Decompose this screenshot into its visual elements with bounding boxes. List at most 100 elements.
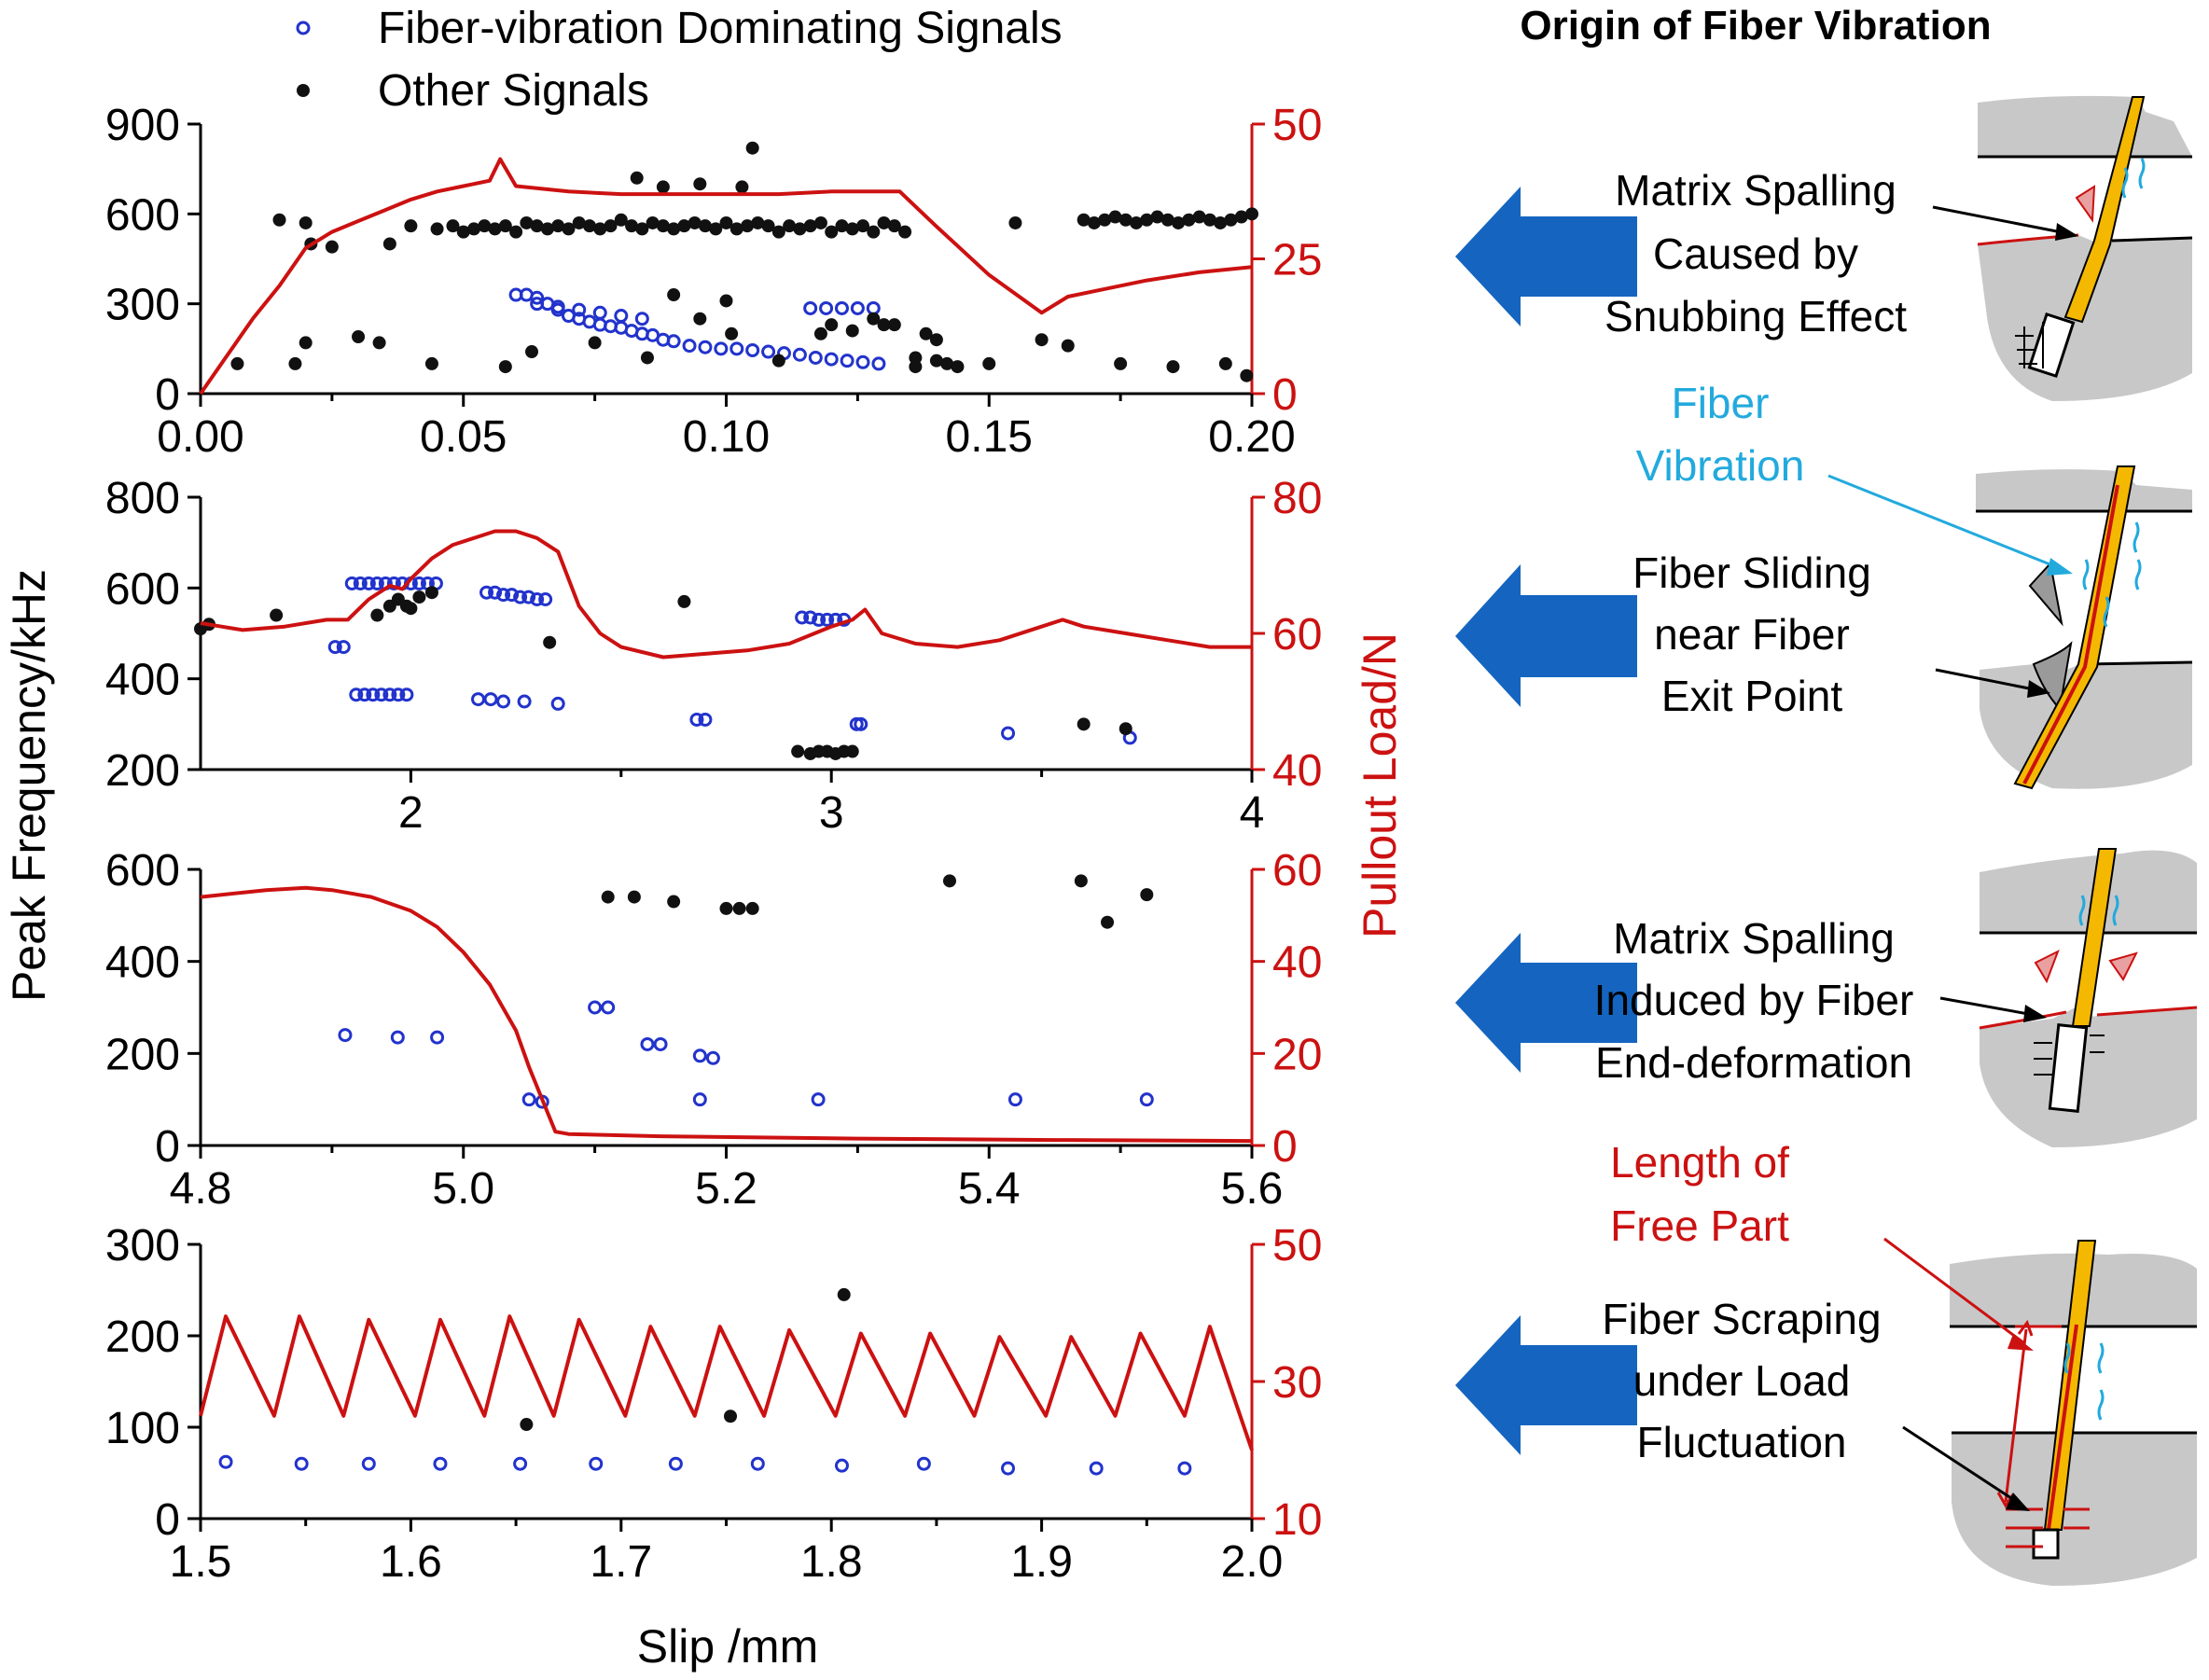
panel4-free-line-1: Length of [1610, 1138, 1789, 1187]
legend-label-other: Other Signals [378, 66, 649, 116]
other-signal-point [724, 1409, 738, 1423]
fiber-vibration-point [433, 1456, 448, 1471]
y2-tick-label: 50 [1272, 101, 1322, 150]
other-signal-point [693, 312, 707, 326]
fiber-vibration-point [653, 1036, 668, 1051]
fiber-vibration-point [517, 694, 532, 709]
other-signal-point [667, 288, 681, 302]
panel1-line-3: Snubbing Effect [1605, 292, 1907, 340]
fiber-vibration-point [349, 687, 364, 702]
y-tick-label: 300 [105, 281, 180, 330]
other-signal-point [540, 222, 554, 236]
other-signal-point [1245, 207, 1258, 221]
fiber-vibration-point [550, 696, 565, 711]
arrow-left-icon [1455, 564, 1637, 707]
fiber-vibration-point [761, 344, 776, 359]
other-signal-point [456, 225, 470, 239]
other-signal-point [509, 225, 523, 239]
other-signal-point [520, 1418, 534, 1432]
y2-tick-label: 60 [1272, 610, 1322, 660]
fiber-vibration-point [750, 1456, 765, 1471]
fiber-vibration-point [386, 576, 401, 590]
other-signal-point [640, 351, 654, 365]
schematic-title: Origin of Fiber Vibration [1520, 3, 1991, 49]
fiber-vibration-point [682, 339, 697, 354]
other-signal-point [562, 222, 576, 236]
other-signal-point [352, 329, 366, 343]
panel4-free-line-2: Free Part [1610, 1201, 1789, 1250]
fiber-vibration-point [849, 716, 864, 731]
panel-c: 0 200 400 600 0 20 40 60 4.8 5.0 5.2 5.4 5.6 [105, 846, 1322, 1214]
other-signal-point [1160, 213, 1174, 227]
other-signal-point [698, 219, 712, 233]
fiber-vibration-point [692, 1092, 707, 1107]
other-signal-point [1202, 213, 1216, 227]
fiber-vibration-point [327, 640, 342, 655]
fiber-vibration-point [530, 290, 545, 305]
fiber-vibration-point [729, 341, 744, 356]
x-tick-label: 5.0 [432, 1164, 494, 1214]
fiber-vibration-point [411, 576, 426, 590]
fiber-vibration-point [803, 610, 818, 625]
schematic-panel-2: Fiber Vibration Fiber Sliding near Fiber… [1455, 379, 2193, 790]
other-signal-point [1140, 888, 1154, 902]
fiber-vibration-point [834, 300, 849, 315]
x-tick-label: 5.6 [1221, 1164, 1284, 1214]
fiber-vibration-point [871, 356, 886, 371]
x-tick-label: 1.5 [170, 1537, 232, 1587]
other-signal-point [1098, 213, 1112, 227]
legend-open-marker [296, 21, 311, 35]
other-signal-point [543, 635, 557, 649]
panel3-line-3: End-deformation [1595, 1038, 1912, 1087]
other-signal-point [677, 219, 691, 233]
fiber-end [2032, 1528, 2060, 1560]
fiber-vibration-point [820, 612, 835, 627]
y-tick-label: 100 [105, 1404, 180, 1453]
other-signal-point [761, 219, 775, 233]
fiber-vibration-point [382, 687, 397, 702]
x-tick-label: 5.4 [958, 1164, 1021, 1214]
other-signal-point [793, 222, 807, 236]
other-signal-point [867, 312, 881, 326]
other-signal-point [1166, 360, 1180, 374]
x-tick-label: 2.0 [1221, 1537, 1284, 1587]
fiber-vibration-point [391, 687, 406, 702]
y-tick-label: 200 [105, 746, 180, 796]
panel1-line-2: Caused by [1653, 229, 1858, 278]
fiber-vibration-point [357, 687, 372, 702]
panel4-line-3: Fluctuation [1636, 1418, 1846, 1466]
fiber-vibration-point [692, 1048, 707, 1063]
x-tick-label: 5.2 [695, 1164, 757, 1214]
other-signal-point [725, 326, 739, 340]
fiber-vibration-point [338, 1028, 353, 1043]
spall-fragment-icon [2108, 951, 2138, 981]
other-signal-point [572, 215, 586, 229]
other-signal-point [1008, 215, 1022, 229]
fiber-vibration-point [634, 312, 649, 326]
fiber-vibration-point [714, 341, 729, 356]
y-left-axis-title: Peak Frequency/kHz [3, 569, 55, 1002]
y2-tick-label: 10 [1272, 1495, 1322, 1545]
fiber-vibration-point [513, 1456, 528, 1471]
fiber-vibration-point [336, 640, 351, 655]
other-signal-point [614, 213, 628, 227]
fiber-vibration-point [745, 342, 760, 357]
other-signal-point [404, 219, 418, 233]
fiber-vibration-point [513, 590, 528, 604]
other-signal-point [424, 586, 438, 600]
other-signal-point [288, 356, 302, 370]
fiber-vibration-point [792, 347, 807, 362]
x-tick-label: 1.6 [380, 1537, 442, 1587]
other-signal-point [1101, 915, 1115, 929]
panel2-vibration-line-1: Fiber [1672, 379, 1770, 427]
other-signal-point [845, 222, 859, 236]
fiber-vibration-point [390, 1030, 405, 1045]
fiber-vibration-point [572, 302, 587, 317]
other-signal-point [635, 222, 649, 236]
other-signal-point [982, 356, 996, 370]
fiber-vibration-point [698, 340, 713, 354]
panel4-line-1: Fiber Scraping [1602, 1295, 1881, 1343]
other-signal-point [719, 901, 733, 915]
x-tick-label: 4.8 [170, 1164, 232, 1214]
fiber-vibration-point [530, 297, 545, 312]
